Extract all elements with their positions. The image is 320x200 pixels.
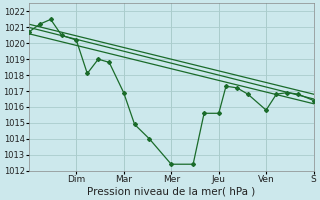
X-axis label: Pression niveau de la mer( hPa ): Pression niveau de la mer( hPa )	[87, 187, 255, 197]
